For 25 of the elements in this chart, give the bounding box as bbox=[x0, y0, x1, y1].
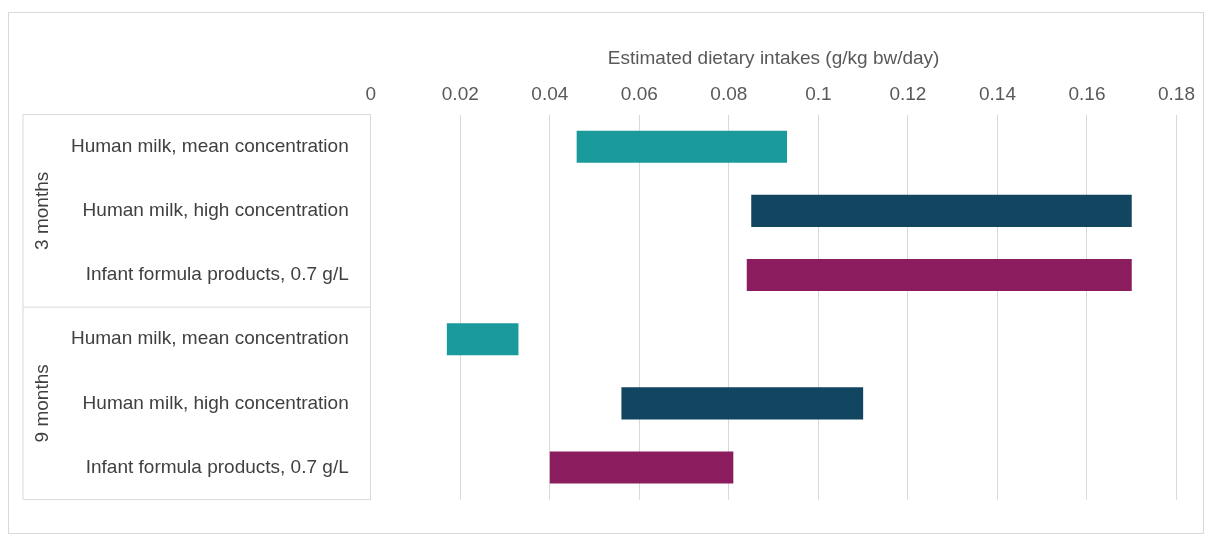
text: 9 months bbox=[31, 364, 53, 443]
x-axis-title: Estimated dietary intakes (g/kg bw/day) bbox=[607, 46, 940, 68]
x-tick-label: 0.06 bbox=[620, 83, 658, 105]
y-tick-label: Human milk, high concentration bbox=[82, 199, 349, 221]
bar bbox=[576, 130, 788, 163]
bar bbox=[746, 258, 1132, 292]
x-tick-label: 0.12 bbox=[889, 83, 927, 105]
text: 3 months bbox=[31, 171, 53, 250]
bar bbox=[549, 451, 734, 484]
y-tick-label: Human milk, mean concentration bbox=[70, 327, 349, 349]
bar bbox=[446, 323, 519, 356]
y-tick-label: Infant formula products, 0.7 g/L bbox=[85, 455, 349, 477]
y-tick-label: Infant formula products, 0.7 g/L bbox=[85, 263, 349, 285]
x-tick-label: 0.18 bbox=[1158, 83, 1195, 105]
x-tick-label: 0.08 bbox=[710, 83, 748, 105]
x-tick-label: 0 bbox=[365, 83, 377, 105]
x-tick-label: 0.1 bbox=[805, 83, 832, 105]
x-tick-label: 0.04 bbox=[531, 83, 569, 105]
bar bbox=[751, 194, 1132, 227]
y-tick-label: Human milk, high concentration bbox=[82, 391, 349, 413]
x-tick-label: 0.16 bbox=[1068, 83, 1106, 105]
x-tick-label: 0.02 bbox=[441, 83, 479, 105]
x-tick-label: 0.14 bbox=[978, 83, 1017, 105]
y-tick-label: Human milk, mean concentration bbox=[70, 134, 349, 156]
bar bbox=[621, 387, 864, 420]
